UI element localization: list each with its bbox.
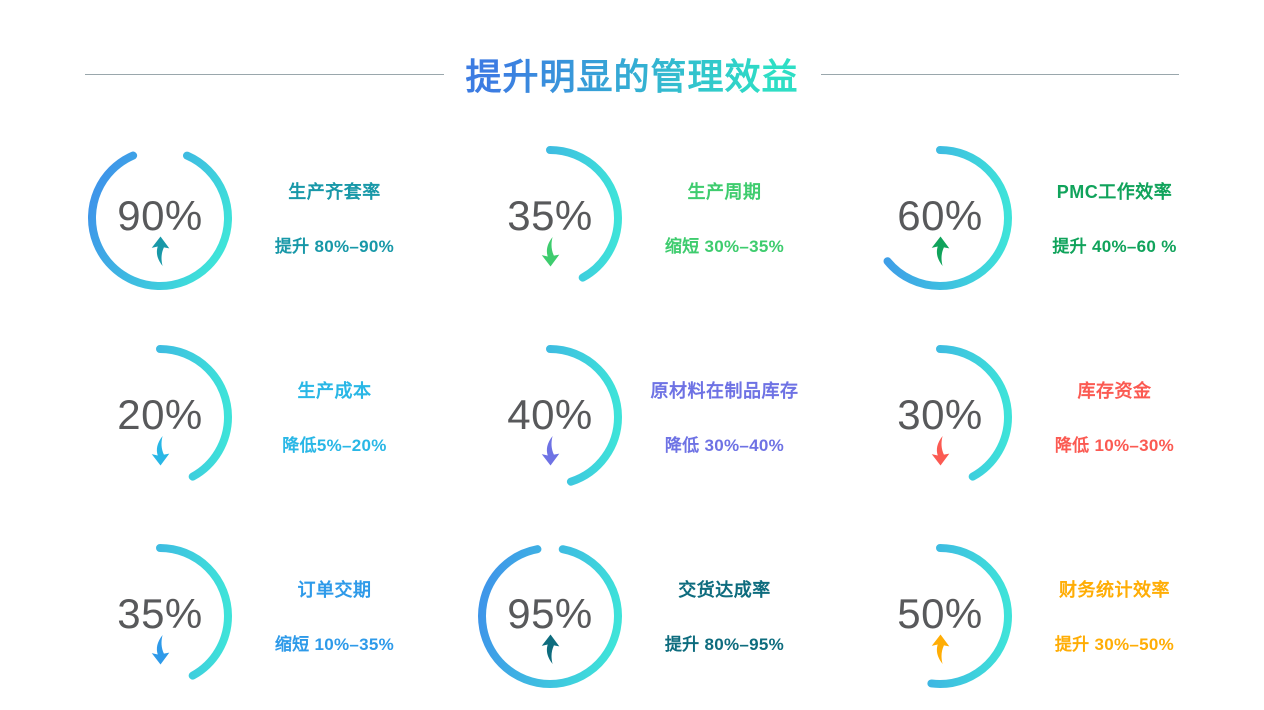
gauge-arc (88, 145, 232, 290)
page-title: 提升明显的管理效益 (466, 48, 799, 100)
gauge-ring-svg (478, 344, 622, 489)
header: 提升明显的管理效益 (0, 48, 1264, 100)
gauge-ring-svg (88, 344, 232, 489)
gauge: 35% (85, 541, 235, 691)
metric-text: 订单交期 缩短 10%–35% (235, 576, 460, 655)
trend-arrow-icon (928, 634, 953, 665)
metric-desc: 提升 80%–95% (664, 635, 785, 654)
gauge-percent: 95% (507, 589, 593, 637)
header-divider-left (85, 73, 444, 75)
gauge-percent: 40% (507, 390, 593, 438)
metric-text: 财务统计效率 提升 30%–50% (1015, 576, 1240, 655)
trend-arrow-icon (148, 435, 173, 466)
gauge-percent: 30% (897, 390, 983, 438)
gauge-percent: 90% (117, 191, 203, 239)
metric-card: 60% PMC工作效率 提升 40%–60 % (850, 118, 1240, 317)
metric-title: 交货达成率 (678, 580, 771, 600)
metric-title: 订单交期 (297, 580, 372, 600)
gauge-arc (478, 145, 622, 290)
metric-text: 原材料在制品库存 降低 30%–40% (625, 377, 850, 456)
metric-text: 交货达成率 提升 80%–95% (625, 576, 850, 655)
gauge-percent: 35% (507, 191, 593, 239)
metric-title: 财务统计效率 (1059, 580, 1170, 600)
metric-title: 生产周期 (687, 182, 762, 202)
gauge: 30% (865, 342, 1015, 492)
metric-desc: 缩短 10%–35% (274, 635, 395, 654)
gauge-arc (88, 543, 232, 688)
metric-title: PMC工作效率 (1056, 182, 1173, 202)
gauge: 35% (475, 143, 625, 293)
metric-title: 生产成本 (297, 381, 372, 401)
gauge-ring-svg (478, 543, 622, 688)
metric-text: 库存资金 降低 10%–30% (1015, 377, 1240, 456)
metric-title: 库存资金 (1077, 381, 1152, 401)
gauge: 40% (475, 342, 625, 492)
metric-desc: 降低 30%–40% (664, 436, 785, 455)
trend-arrow-icon (148, 236, 173, 267)
metric-text: PMC工作效率 提升 40%–60 % (1015, 178, 1240, 257)
metric-card: 50% 财务统计效率 提升 30%–50% (850, 516, 1240, 710)
metric-desc: 提升 80%–90% (274, 237, 395, 256)
gauge-arc (868, 344, 1012, 489)
header-divider-right (820, 73, 1180, 75)
metric-card: 30% 库存资金 降低 10%–30% (850, 317, 1240, 516)
metric-card: 90% 生产齐套率 提升 80%–90% (70, 118, 460, 317)
gauge-arc (88, 344, 232, 489)
metric-card: 35% 订单交期 缩短 10%–35% (70, 516, 460, 710)
gauge-arc (478, 543, 622, 688)
gauge-ring-svg (868, 543, 1012, 688)
metric-title: 原材料在制品库存 (650, 381, 799, 401)
metric-text: 生产齐套率 提升 80%–90% (235, 178, 460, 257)
metric-desc: 降低5%–20% (282, 436, 387, 455)
gauge-percent: 60% (897, 191, 983, 239)
metric-card: 40% 原材料在制品库存 降低 30%–40% (460, 317, 850, 516)
trend-arrow-icon (538, 236, 563, 267)
metric-card: 35% 生产周期 缩短 30%–35% (460, 118, 850, 317)
metric-title: 生产齐套率 (288, 182, 381, 202)
gauge-ring-svg (88, 145, 232, 290)
metric-desc: 降低 10%–30% (1054, 436, 1175, 455)
gauge-percent: 35% (117, 589, 203, 637)
gauge-ring-svg (478, 145, 622, 290)
trend-arrow-icon (538, 435, 563, 466)
gauge-arc (478, 344, 622, 489)
gauge-arc (868, 145, 1012, 290)
metric-desc: 提升 30%–50% (1054, 635, 1175, 654)
gauge: 50% (865, 541, 1015, 691)
metric-card: 95% 交货达成率 提升 80%–95% (460, 516, 850, 710)
gauge-arc (868, 543, 1012, 688)
gauge-percent: 20% (117, 390, 203, 438)
metric-desc: 缩短 30%–35% (664, 237, 785, 256)
gauge-ring-svg (88, 543, 232, 688)
gauge: 20% (85, 342, 235, 492)
trend-arrow-icon (148, 634, 173, 665)
gauge: 90% (85, 143, 235, 293)
metric-text: 生产成本 降低5%–20% (235, 377, 460, 456)
trend-arrow-icon (538, 634, 563, 665)
trend-arrow-icon (928, 236, 953, 267)
gauge-ring-svg (868, 344, 1012, 489)
metric-desc: 提升 40%–60 % (1052, 237, 1177, 256)
gauge-ring-svg (868, 145, 1012, 290)
metric-card: 20% 生产成本 降低5%–20% (70, 317, 460, 516)
gauge-percent: 50% (897, 589, 983, 637)
trend-arrow-icon (928, 435, 953, 466)
gauge: 95% (475, 541, 625, 691)
metrics-grid: 90% 生产齐套率 提升 80%–90% 35% 生产周期 缩短 30%–35% (70, 118, 1240, 710)
metric-text: 生产周期 缩短 30%–35% (625, 178, 850, 257)
gauge: 60% (865, 143, 1015, 293)
